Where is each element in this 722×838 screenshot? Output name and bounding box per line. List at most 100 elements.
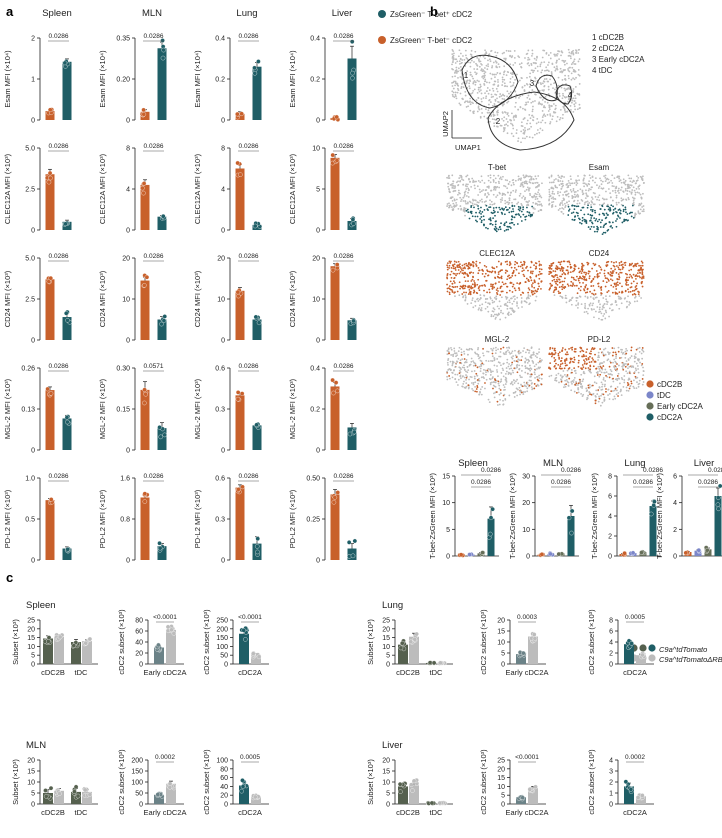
umap-cell — [466, 365, 469, 368]
umap-cell — [501, 290, 504, 293]
umap-cell — [516, 378, 518, 381]
umap-cell — [494, 177, 497, 180]
umap-cell — [514, 260, 517, 263]
umap-cell — [535, 363, 538, 366]
umap-cell — [625, 198, 627, 201]
p-value-label: 0.0286 — [334, 143, 354, 150]
umap-cell — [446, 283, 448, 286]
umap-cell — [518, 367, 521, 370]
umap-cell — [522, 393, 525, 395]
umap-cell — [637, 211, 640, 214]
umap-cell — [508, 211, 511, 214]
marker-title: CD24 — [589, 249, 610, 258]
umap-cell — [585, 220, 588, 222]
umap-cell — [502, 403, 505, 406]
umap-cell — [508, 347, 511, 349]
umap-cell — [495, 54, 498, 57]
legend-label: Early cDC2A — [657, 402, 703, 411]
umap-cell — [492, 95, 494, 98]
umap-cell — [631, 204, 634, 207]
umap-cell — [454, 377, 457, 380]
umap-cell — [570, 63, 573, 66]
umap-cell — [553, 111, 555, 114]
umap-cell — [461, 264, 464, 267]
umap-cell — [629, 273, 631, 276]
umap-cell — [492, 381, 495, 383]
umap-cell — [616, 190, 619, 192]
umap-cell — [468, 271, 471, 274]
umap-cell — [618, 377, 621, 380]
p-value-label: 0.0286 — [239, 473, 259, 480]
y-axis-label: CLEC12A MFI (×10³) — [288, 153, 297, 224]
bar-tbet-pos — [157, 319, 167, 340]
umap-cell — [447, 348, 450, 351]
umap-cell — [567, 214, 570, 216]
cluster-legend-item: 4 tDC — [592, 66, 613, 75]
umap-cell — [615, 285, 617, 288]
umap-cell — [458, 49, 461, 52]
umap-cell — [516, 360, 518, 363]
umap-cell — [556, 266, 559, 268]
umap-cell — [498, 300, 501, 303]
umap-cell — [469, 65, 472, 68]
y-tick-label: 0 — [139, 662, 143, 669]
umap-cell — [599, 373, 602, 376]
umap-cell — [555, 278, 558, 281]
umap-cell — [591, 384, 594, 387]
umap-cell — [617, 201, 620, 204]
umap-cell — [481, 211, 484, 213]
umap-cell — [572, 189, 575, 192]
umap-cell — [462, 86, 465, 89]
umap-cell — [518, 272, 520, 275]
umap-cell — [478, 286, 480, 288]
data-point — [142, 491, 148, 496]
p-value-label: 0.0286 — [49, 473, 69, 480]
umap-cell — [460, 377, 462, 380]
umap-cell — [611, 347, 614, 349]
umap-cell — [505, 49, 508, 52]
umap-cell — [571, 360, 574, 363]
umap-cell — [527, 294, 530, 296]
umap-cell — [538, 348, 541, 351]
umap-cell — [615, 194, 618, 197]
cluster-legend-item: 3 Early cDC2A — [592, 55, 645, 64]
umap-cell — [611, 182, 614, 184]
umap-cell — [495, 227, 498, 230]
umap-cell — [540, 121, 542, 124]
umap-cell — [491, 355, 494, 358]
umap-cell — [514, 349, 516, 352]
umap-cell — [592, 293, 595, 296]
umap-cell — [633, 357, 636, 360]
y-tick-label: 0 — [221, 228, 225, 235]
umap-cell — [482, 77, 485, 80]
umap-cell — [462, 296, 464, 299]
p-value-label: 0.0286 — [643, 467, 663, 474]
umap-cell — [541, 204, 543, 207]
umap-cell — [610, 284, 613, 287]
umap-cell — [563, 374, 566, 376]
umap-cell — [523, 263, 526, 266]
umap-cell — [538, 377, 541, 380]
umap-cell — [476, 297, 479, 300]
umap-cell — [554, 286, 557, 289]
umap-cell — [471, 286, 474, 289]
umap-cell — [487, 193, 490, 196]
umap-cell — [530, 379, 532, 382]
umap-cell — [592, 284, 595, 287]
umap-cell — [550, 187, 553, 189]
bar-tbet-neg — [45, 279, 55, 340]
umap-cell — [556, 280, 559, 283]
umap-cell — [586, 398, 588, 401]
umap-cell — [567, 77, 570, 80]
umap-cell — [465, 188, 468, 190]
data-point — [335, 490, 341, 495]
umap-cell — [457, 378, 460, 381]
umap-cell — [456, 91, 459, 94]
umap-cell — [591, 304, 594, 307]
umap-cell — [550, 83, 552, 86]
umap-cell — [607, 178, 610, 181]
umap-cell — [497, 361, 500, 364]
umap-cell — [583, 362, 586, 365]
umap-cell — [605, 298, 608, 301]
bar-tbet-pos — [62, 61, 72, 120]
